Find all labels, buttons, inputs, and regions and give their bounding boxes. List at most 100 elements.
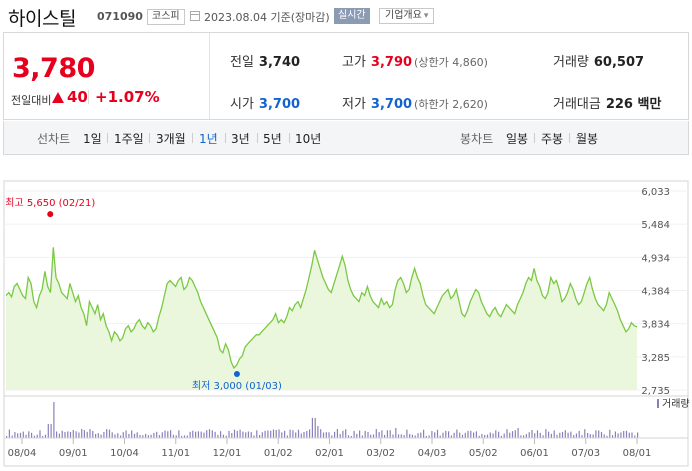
tab-weekly-candle[interactable]: 주봉 xyxy=(541,132,564,146)
volume-bar xyxy=(406,429,408,438)
x-tick-label: 12/01 xyxy=(213,448,242,459)
min-marker xyxy=(233,371,240,378)
volume-bar xyxy=(389,430,391,438)
tab-3m[interactable]: 3개월 xyxy=(156,132,186,146)
volume-bar xyxy=(272,429,275,438)
volume-bar xyxy=(495,430,497,438)
volume-bar xyxy=(381,430,383,438)
tab-divider xyxy=(225,133,226,143)
volume-bar xyxy=(420,432,422,438)
volume-bar xyxy=(164,430,166,438)
tab-divider xyxy=(107,133,108,143)
volume-stat: 거래량 60,507 xyxy=(553,51,644,70)
x-tick-label: 03/02 xyxy=(366,448,395,459)
x-axis-labels: 08/04 09/01 10/04 11/01 12/01 01/02 02/01 03/02… xyxy=(8,438,652,459)
volume-bar xyxy=(195,431,197,438)
volume-bar xyxy=(253,435,255,438)
volume-bar xyxy=(89,429,91,438)
volume-bar xyxy=(200,431,202,438)
volume-bar xyxy=(528,432,530,438)
volume-bar xyxy=(581,435,583,438)
volume-bar xyxy=(231,433,233,438)
volume-bar xyxy=(525,434,527,438)
volume-bar xyxy=(436,429,439,438)
up-triangle-icon xyxy=(52,92,64,103)
volume-bar xyxy=(486,434,489,438)
tab-1y[interactable]: 1년 xyxy=(199,132,218,146)
y-tick-label: 3,834 xyxy=(641,320,670,331)
volume-bar xyxy=(97,433,99,438)
volume-bar xyxy=(22,431,24,438)
tab-10y[interactable]: 10년 xyxy=(295,132,322,146)
volume-bar xyxy=(161,432,163,438)
chart-period-tabs: 선차트 1일 1주일 3개월 1년 3년 5년 10년 봉차트 일봉 주봉 월봉 xyxy=(3,121,689,155)
volume-bar xyxy=(364,430,366,438)
volume-bar xyxy=(461,434,464,438)
volume-bar xyxy=(33,435,35,438)
volume-bar xyxy=(178,430,180,438)
tab-3y[interactable]: 3년 xyxy=(231,132,250,146)
y-tick-label: 5,484 xyxy=(641,220,670,231)
volume-bar xyxy=(150,434,152,438)
volume-bar xyxy=(303,432,305,438)
volume-bar xyxy=(172,434,174,438)
volume-bar xyxy=(242,431,244,438)
volume-bar xyxy=(600,431,603,438)
volume-bar xyxy=(50,424,52,438)
volume-bar xyxy=(86,431,88,438)
volume-bar xyxy=(448,431,450,438)
volume-bar xyxy=(139,435,141,438)
volume-bar xyxy=(347,435,350,438)
volume-bar xyxy=(267,430,269,438)
volume-bar xyxy=(42,436,44,438)
volume-bar xyxy=(75,431,77,438)
volume-bar xyxy=(395,428,397,438)
volume-bar xyxy=(431,431,433,438)
price-chart[interactable]: 6,033 5,484 4,934 4,384 3,834 3,285 2,735 08/0… xyxy=(0,180,692,471)
volume-bar xyxy=(25,434,27,438)
tab-daily-candle[interactable]: 일봉 xyxy=(506,132,529,146)
tab-5y[interactable]: 5년 xyxy=(263,132,282,146)
volume-bar xyxy=(384,435,386,438)
volume-bar xyxy=(28,431,30,438)
lower-limit: (하한가 2,620) xyxy=(414,98,488,111)
price-chart-svg: 6,033 5,484 4,934 4,384 3,834 3,285 2,735 08/0… xyxy=(3,180,690,467)
volume-bar xyxy=(367,432,369,438)
volume-bar xyxy=(595,430,597,438)
volume-bar xyxy=(145,433,147,438)
prev-close-stat: 전일 3,740 xyxy=(230,51,300,70)
volume-bar xyxy=(233,429,236,438)
volume-bar xyxy=(125,430,127,438)
volume-bar xyxy=(261,432,263,438)
line-chart-label: 선차트 xyxy=(37,132,71,146)
volume-bar xyxy=(58,433,60,438)
tab-1w[interactable]: 1주일 xyxy=(114,132,144,146)
x-tick-label: 02/01 xyxy=(315,448,344,459)
volume-bar xyxy=(573,435,575,438)
volume-bar xyxy=(345,429,347,438)
change-label: 전일대비 xyxy=(11,94,52,107)
max-marker xyxy=(47,211,54,218)
volume-bar xyxy=(336,429,338,438)
price-summary: 3,780 전일대비 40 +1.07% 전일 3,740 고가 3,790 (상한가… xyxy=(3,32,689,120)
calendar-icon xyxy=(190,11,200,21)
volume-bar xyxy=(111,432,113,438)
volume-bar xyxy=(322,432,325,438)
volume-bar xyxy=(167,431,169,438)
y-tick-label: 2,735 xyxy=(641,386,670,397)
volume-bar xyxy=(289,429,291,438)
x-tick-label: 08/04 xyxy=(8,448,37,459)
stock-name[interactable]: 하이스틸 xyxy=(8,8,76,30)
open-value: 3,700 xyxy=(258,97,301,112)
volume-bar xyxy=(11,435,13,438)
tab-divider xyxy=(569,133,570,143)
volume-bar xyxy=(317,426,319,438)
volume-bar xyxy=(295,432,297,438)
volume-bar xyxy=(628,432,630,438)
company-overview-dropdown[interactable]: 기업개요 ▾ xyxy=(379,8,435,24)
x-tick-label: 08/01 xyxy=(623,448,652,459)
change-divider xyxy=(88,90,89,104)
tab-monthly-candle[interactable]: 월봉 xyxy=(576,132,599,146)
tab-1d[interactable]: 1일 xyxy=(83,132,102,146)
realtime-button[interactable]: 실시간 xyxy=(334,8,370,24)
